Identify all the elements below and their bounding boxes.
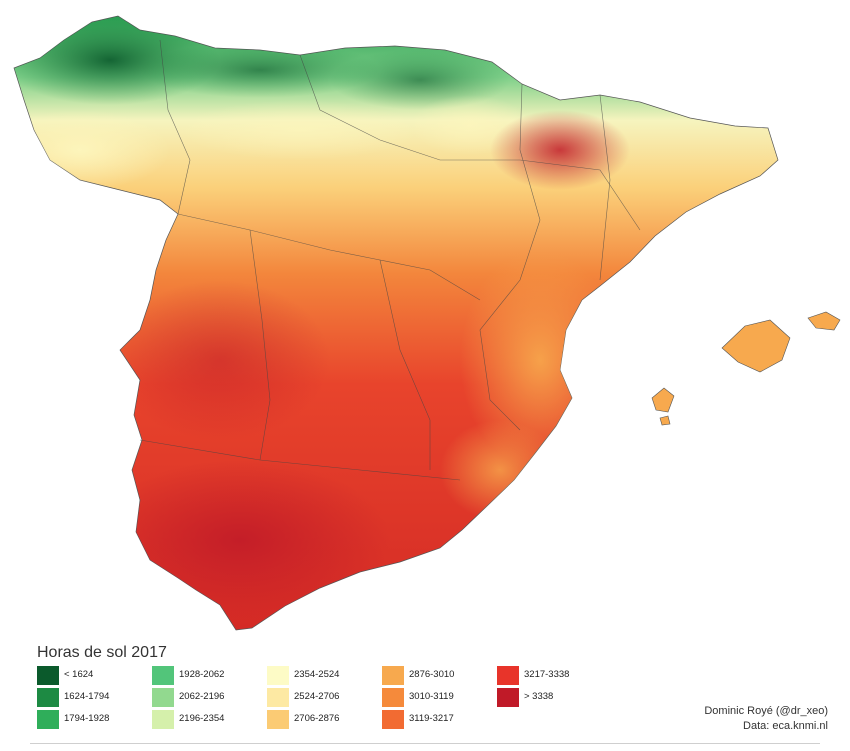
legend-label: 1928-2062 xyxy=(179,669,225,680)
legend-item: 1928-2062 xyxy=(152,666,267,686)
legend-label: 3217-3338 xyxy=(524,669,570,680)
legend-item: 2706-2876 xyxy=(267,710,382,730)
legend-label: < 1624 xyxy=(64,669,94,680)
legend-label: 2706-2876 xyxy=(294,713,340,724)
region-borders xyxy=(139,39,641,481)
legend-label: 2354-2524 xyxy=(294,669,340,680)
legend-item: 2876-3010 xyxy=(382,666,497,686)
legend-label: 3010-3119 xyxy=(409,691,454,702)
legend-swatch xyxy=(382,688,404,707)
legend-swatch xyxy=(382,666,404,685)
legend-item: 3010-3119 xyxy=(382,688,497,708)
legend-swatch xyxy=(267,688,289,707)
legend-item: 1794-1928 xyxy=(37,710,152,730)
legend-label: 2062-2196 xyxy=(179,691,225,702)
legend-item: > 3338 xyxy=(497,688,612,708)
legend-title: Horas de sol 2017 xyxy=(37,644,167,661)
legend-item: 2196-2354 xyxy=(152,710,267,730)
legend-label: 3119-3217 xyxy=(409,713,454,724)
legend-swatch xyxy=(382,710,404,729)
footer-divider xyxy=(30,743,820,744)
mallorca-island xyxy=(721,319,791,373)
menorca-island xyxy=(807,311,841,331)
legend-swatch xyxy=(497,666,519,685)
legend-label: 1624-1794 xyxy=(64,691,110,702)
ibiza-island xyxy=(651,387,675,413)
legend-swatch xyxy=(152,666,174,685)
legend-item: 2062-2196 xyxy=(152,688,267,708)
formentera-island xyxy=(659,415,671,426)
legend-item: 3217-3338 xyxy=(497,666,612,686)
legend-label: 2876-3010 xyxy=(409,669,455,680)
legend-swatch xyxy=(267,666,289,685)
legend-swatch xyxy=(37,688,59,707)
legend-label: 1794-1928 xyxy=(64,713,110,724)
author-credit: Dominic Royé (@dr_xeo) xyxy=(704,705,828,717)
legend-swatch xyxy=(497,688,519,707)
legend-label: > 3338 xyxy=(524,691,554,702)
legend-swatch xyxy=(37,710,59,729)
legend-item: 3119-3217 xyxy=(382,710,497,730)
sunshine-hours-map xyxy=(13,15,841,631)
legend-swatch xyxy=(267,710,289,729)
data-source: Data: eca.knmi.nl xyxy=(743,720,828,732)
legend-item: 2524-2706 xyxy=(267,688,382,708)
legend-item: 1624-1794 xyxy=(37,688,152,708)
legend-item: < 1624 xyxy=(37,666,152,686)
legend-item: 2354-2524 xyxy=(267,666,382,686)
legend-label: 2196-2354 xyxy=(179,713,225,724)
legend-label: 2524-2706 xyxy=(294,691,340,702)
credit-block: Dominic Royé (@dr_xeo) Data: eca.knmi.nl xyxy=(704,704,828,734)
legend-swatch xyxy=(152,710,174,729)
legend-swatch xyxy=(152,688,174,707)
legend-swatch xyxy=(37,666,59,685)
